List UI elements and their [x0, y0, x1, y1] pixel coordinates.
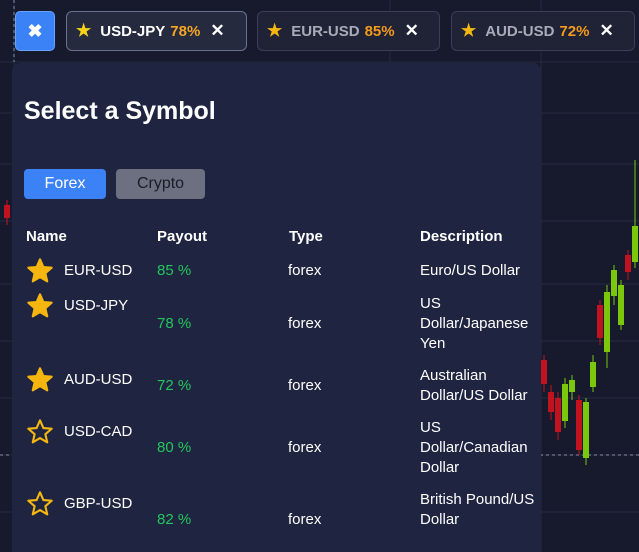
forex-filter-button[interactable]: Forex [24, 169, 106, 199]
symbol-payout: 72 % [157, 377, 192, 394]
star-icon: ★ [76, 21, 92, 40]
candle-body [611, 270, 617, 296]
candle-body [541, 360, 547, 384]
column-header-name[interactable]: Name [26, 228, 67, 245]
candle-body [618, 285, 624, 325]
candle-body [625, 255, 631, 272]
symbol-payout: 82 % [157, 511, 192, 528]
favorite-star-outline-icon[interactable] [26, 418, 54, 446]
tab-usd-jpy[interactable]: ★ USD-JPY 78% ✕ [66, 11, 247, 51]
symbol-row-gbp-usd[interactable]: GBP-USD 82 % forex British Pound/US Doll… [12, 488, 541, 552]
symbol-type: forex [288, 377, 322, 394]
favorite-star-icon[interactable] [26, 366, 54, 394]
symbol-description: Euro/US Dollar [420, 262, 521, 279]
close-panel-button[interactable]: ✖ [15, 11, 55, 51]
tab-eur-usd[interactable]: ★ EUR-USD 85% ✕ [257, 11, 440, 51]
symbol-row-eur-usd[interactable]: EUR-USD 85 % forex Euro/US Dollar [12, 256, 541, 286]
symbol-name: EUR-USD [64, 262, 133, 279]
tab-payout: 78% [170, 22, 201, 40]
favorite-star-outline-icon[interactable] [26, 490, 54, 518]
symbol-name: GBP-USD [64, 495, 133, 512]
tab-symbol: EUR-USD [291, 22, 360, 40]
tab-payout: 72% [559, 22, 590, 40]
candle-body [555, 398, 561, 432]
symbol-payout: 78 % [157, 315, 192, 332]
symbol-description: US Dollar/Japanese Yen [420, 295, 529, 352]
symbol-payout: 80 % [157, 439, 192, 456]
candle-body [604, 292, 610, 352]
select-symbol-panel: Select a Symbol Forex Crypto Name Payout… [12, 63, 541, 552]
candle-body [597, 305, 603, 338]
candle-body [4, 205, 10, 218]
favorite-star-icon[interactable] [26, 292, 54, 320]
symbol-type: forex [288, 315, 322, 332]
column-header-type[interactable]: Type [289, 228, 323, 245]
star-icon: ★ [267, 21, 283, 40]
symbol-row-usd-cad[interactable]: USD-CAD 80 % forex US Dollar/Canadian Do… [12, 416, 541, 480]
close-icon: ✖ [27, 20, 43, 41]
tab-payout: 85% [364, 22, 395, 40]
column-header-payout[interactable]: Payout [157, 228, 208, 245]
symbol-description: British Pound/US Dollar [420, 491, 535, 528]
tab-symbol: AUD-USD [485, 22, 555, 40]
favorite-star-icon[interactable] [26, 257, 54, 285]
panel-title: Select a Symbol [24, 97, 216, 125]
symbol-payout: 85 % [157, 262, 192, 279]
star-icon: ★ [461, 21, 477, 40]
tab-close-icon[interactable]: ✕ [599, 21, 614, 40]
candle-body [583, 402, 589, 458]
symbol-type: forex [288, 439, 322, 456]
symbol-row-usd-jpy[interactable]: USD-JPY 78 % forex US Dollar/Japanese Ye… [12, 290, 541, 354]
candle-body [576, 400, 582, 450]
tab-close-icon[interactable]: ✕ [404, 21, 419, 40]
tab-symbol: USD-JPY [100, 22, 166, 40]
tab-aud-usd[interactable]: ★ AUD-USD 72% ✕ [451, 11, 635, 51]
column-header-description[interactable]: Description [420, 228, 503, 245]
symbol-tab-bar: ✖ ★ USD-JPY 78% ✕ ★ EUR-USD 85% ✕ ★ AUD-… [0, 0, 639, 62]
crypto-filter-button[interactable]: Crypto [116, 169, 205, 199]
symbol-description: US Dollar/Canadian Dollar [420, 419, 528, 476]
candle-body [569, 380, 575, 392]
tab-close-icon[interactable]: ✕ [210, 21, 225, 40]
candle-body [590, 362, 596, 387]
symbol-row-aud-usd[interactable]: AUD-USD 72 % forex Australian Dollar/US … [12, 364, 541, 410]
symbol-type: forex [288, 511, 322, 528]
symbol-description: Australian Dollar/US Dollar [420, 367, 528, 404]
candle-body [548, 392, 554, 412]
candle-body [632, 226, 638, 262]
symbol-name: AUD-USD [64, 371, 133, 388]
symbol-name: USD-CAD [64, 423, 133, 440]
symbol-type: forex [288, 262, 322, 279]
candle-body [562, 384, 568, 421]
symbol-name: USD-JPY [64, 297, 129, 314]
